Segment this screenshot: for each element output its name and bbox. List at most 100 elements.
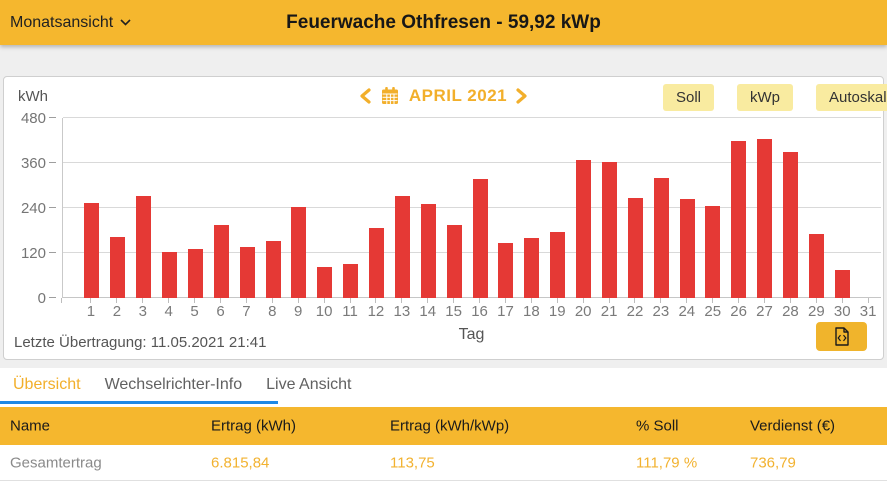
bar-day-19[interactable] [550,231,566,298]
bar-day-23[interactable] [653,178,669,298]
x-tick-label-day-28: 28 [782,303,799,320]
bar-day-11[interactable] [343,263,359,298]
bar-day-5[interactable] [187,248,203,298]
bar-day-18[interactable] [524,238,540,298]
last-transmission-status: Letzte Übertragung: 11.05.2021 21:41 [14,334,267,351]
y-tick-label: 240 [20,200,46,217]
bar-slot-day-10 [312,118,338,298]
x-tick-label-day-12: 12 [367,303,385,320]
row-ertrag-kwh: 6.815,84 [211,454,270,471]
column-header-ertrag-kwh-kwp: Ertrag (kWh/kWp) [390,417,510,435]
x-tick [803,298,829,303]
row-soll-pct: 111,79 % [636,454,698,471]
x-tick [596,298,622,303]
x-tick [518,298,544,303]
row-ertrag-kwh-kwp: 113,75 [390,454,435,471]
export-csv-button[interactable] [816,322,867,351]
bar-day-16[interactable] [472,178,488,298]
bar-slot-day-25 [700,118,726,298]
x-tick [544,298,570,303]
bar-day-3[interactable] [136,196,152,298]
bar-day-9[interactable] [291,207,307,298]
previous-month-button[interactable] [359,88,371,104]
x-tick-label-day-21: 21 [600,303,618,320]
bar-slot-day-20 [571,118,597,298]
bar-day-8[interactable] [265,241,281,298]
view-mode-dropdown[interactable]: Monatsansicht [10,0,131,45]
y-tick-mark [49,162,56,163]
bar-day-13[interactable] [394,196,410,298]
bar-slot-day-29 [804,118,830,298]
bar-day-10[interactable] [317,267,333,298]
bar-slot-day-27 [752,118,778,298]
bar-slot-day-6 [208,118,234,298]
tab-bar: Übersicht Wechselrichter-Info Live Ansic… [0,368,887,401]
bar-slot-day-17 [493,118,519,298]
bar-day-1[interactable] [84,203,100,298]
x-tick-label-day-4: 4 [164,303,173,320]
bar-slot-day-9 [286,118,312,298]
x-tick-label-day-16: 16 [471,303,488,320]
y-axis-unit-label: kWh [18,88,48,105]
y-tick-mark [49,117,56,118]
x-tick-label-day-7: 7 [242,303,251,320]
autoscale-button[interactable]: Autoskalierung [816,84,887,111]
view-mode-label: Monatsansicht [10,13,114,31]
tab-live-ansicht[interactable]: Live Ansicht [266,375,352,393]
bar-day-7[interactable] [239,246,255,298]
x-tick [78,298,104,303]
bar-day-17[interactable] [498,243,514,298]
bar-day-24[interactable] [679,199,695,298]
month-label[interactable]: APRIL 2021 [408,86,508,105]
x-tick [493,298,519,303]
bar-slot-day-28 [778,118,804,298]
gridline [63,117,881,118]
tab-uebersicht[interactable]: Übersicht [13,375,81,393]
bar-day-25[interactable] [705,206,721,298]
gridline [63,252,881,253]
bar-day-15[interactable] [446,224,462,298]
bar-day-21[interactable] [601,161,617,298]
bar-day-2[interactable] [110,236,126,298]
y-tick-mark [49,252,56,253]
bar-slot-day-2 [105,118,131,298]
x-tick-label-day-27: 27 [756,303,773,320]
bar-day-27[interactable] [757,139,773,298]
x-tick-label-day-19: 19 [548,303,566,320]
gridline [63,162,881,163]
bar-day-6[interactable] [213,224,229,298]
x-tick [104,298,130,303]
column-header-name: Name [10,417,51,435]
x-tick-label-day-23: 23 [652,303,670,320]
y-tick-label: 120 [20,245,46,262]
calendar-icon[interactable] [380,86,400,106]
bar-day-4[interactable] [162,252,178,298]
next-month-button[interactable] [516,88,528,104]
x-axis-label-row: 1 2 3 4 5 6 7 8 9 10 11 12 13 14 15 16 17 18 19 20 21 22 23 24 2… [78,303,881,320]
x-tick-label-day-1: 1 [86,303,96,320]
plot-area [62,117,881,298]
bar-day-26[interactable] [731,140,747,298]
bar-day-22[interactable] [627,197,643,298]
column-header-verdienst: Verdienst (€) [750,417,836,435]
x-tick [467,298,493,303]
bar-slot-day-12 [364,118,390,298]
bar-day-29[interactable] [808,233,824,298]
kwp-button[interactable]: kWp [737,84,794,111]
bar-day-12[interactable] [369,227,385,298]
x-tick-label-day-22: 22 [626,303,644,320]
x-tick-label-day-13: 13 [393,303,411,320]
x-tick [726,298,752,303]
bar-day-14[interactable] [420,204,436,298]
soll-button[interactable]: Soll [663,84,715,111]
x-axis-tick-row [78,298,881,303]
row-verdienst-eur: 736,79 [750,454,796,471]
bar-day-28[interactable] [783,151,799,298]
x-tick [337,298,363,303]
bar-day-30[interactable] [834,270,850,298]
bar-day-20[interactable] [576,160,592,298]
tab-wechselrichter-info[interactable]: Wechselrichter-Info [104,375,243,393]
x-tick [648,298,674,303]
bar-slot-day-11 [338,118,364,298]
x-tick-label-day-25: 25 [704,303,722,320]
